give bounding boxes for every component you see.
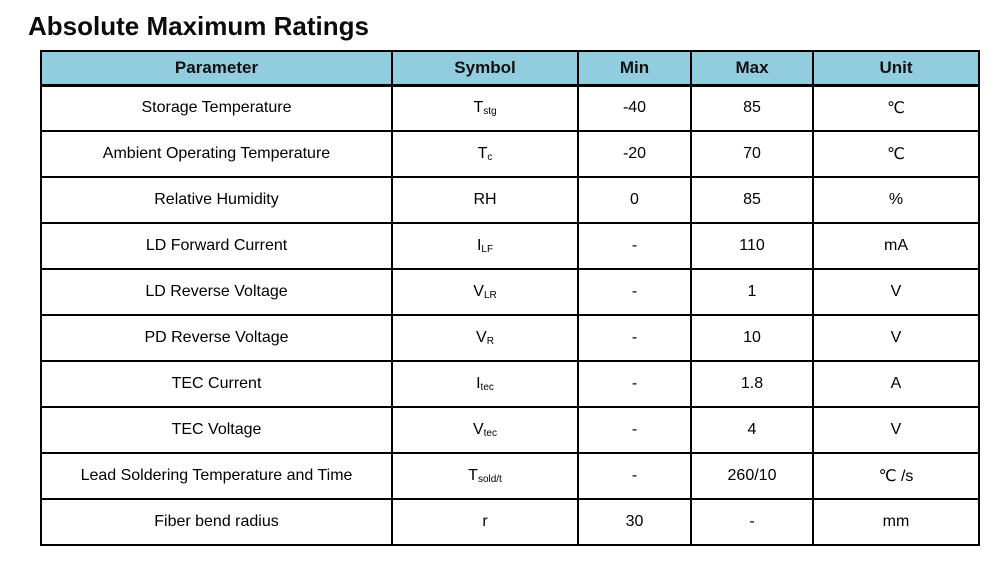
table-row: TEC Current Itec - 1.8 A bbox=[40, 360, 980, 408]
symbol-subscript: stg bbox=[483, 106, 497, 118]
cell-max: 70 bbox=[690, 130, 814, 178]
symbol-base: T bbox=[473, 99, 484, 117]
symbol-base: V bbox=[473, 282, 484, 300]
column-header-unit: Unit bbox=[812, 50, 980, 87]
column-header-symbol: Symbol bbox=[391, 50, 579, 87]
cell-max: 10 bbox=[690, 314, 814, 362]
cell-parameter: LD Forward Current bbox=[40, 222, 393, 270]
absolute-maximum-ratings-table: Parameter Symbol Min Max Unit Storage Te… bbox=[40, 50, 980, 546]
cell-unit: V bbox=[812, 268, 980, 316]
table-row: Fiber bend radius r 30 - mm bbox=[40, 498, 980, 546]
symbol-base: V bbox=[472, 420, 484, 438]
cell-symbol: Tstg bbox=[391, 84, 579, 132]
cell-parameter: Ambient Operating Temperature bbox=[40, 130, 393, 178]
cell-min: - bbox=[577, 406, 692, 454]
cell-symbol: Itec bbox=[391, 360, 579, 408]
table-row: Lead Soldering Temperature and Time Tsol… bbox=[40, 452, 980, 500]
cell-unit: ℃ /s bbox=[812, 452, 980, 500]
column-header-parameter: Parameter bbox=[40, 50, 393, 87]
column-header-min: Min bbox=[577, 50, 692, 87]
cell-symbol: RH bbox=[391, 176, 579, 224]
cell-max: 260/10 bbox=[690, 452, 814, 500]
page-title: Absolute Maximum Ratings bbox=[28, 11, 369, 41]
cell-unit: mm bbox=[812, 498, 980, 546]
cell-symbol: r bbox=[391, 498, 579, 546]
table-row: LD Reverse Voltage VLR - 1 V bbox=[40, 268, 980, 316]
cell-unit: A bbox=[812, 360, 980, 408]
symbol-base: I bbox=[476, 374, 481, 392]
cell-symbol: Tc bbox=[391, 130, 579, 178]
symbol-subscript: c bbox=[487, 152, 493, 164]
table-row: Ambient Operating Temperature Tc -20 70 … bbox=[40, 130, 980, 178]
symbol-base: RH bbox=[473, 190, 497, 208]
cell-max: 1 bbox=[690, 268, 814, 316]
cell-min: 0 bbox=[577, 176, 692, 224]
cell-min: - bbox=[577, 314, 692, 362]
cell-unit: ℃ bbox=[812, 130, 980, 178]
table-row: Relative Humidity RH 0 85 % bbox=[40, 176, 980, 224]
cell-parameter: PD Reverse Voltage bbox=[40, 314, 393, 362]
cell-parameter: LD Reverse Voltage bbox=[40, 268, 393, 316]
cell-parameter: Fiber bend radius bbox=[40, 498, 393, 546]
table-row: Storage Temperature Tstg -40 85 ℃ bbox=[40, 84, 980, 132]
cell-parameter: Relative Humidity bbox=[40, 176, 393, 224]
cell-unit: V bbox=[812, 406, 980, 454]
column-header-max: Max bbox=[690, 50, 814, 87]
table-row: LD Forward Current ILF - 110 mA bbox=[40, 222, 980, 270]
cell-min: -40 bbox=[577, 84, 692, 132]
cell-unit: mA bbox=[812, 222, 980, 270]
symbol-subscript: tec bbox=[483, 428, 497, 440]
cell-max: 1.8 bbox=[690, 360, 814, 408]
cell-min: - bbox=[577, 452, 692, 500]
symbol-base: V bbox=[476, 328, 487, 346]
cell-unit: ℃ bbox=[812, 84, 980, 132]
cell-unit: V bbox=[812, 314, 980, 362]
cell-parameter: TEC Current bbox=[40, 360, 393, 408]
cell-unit: % bbox=[812, 176, 980, 224]
cell-min: -20 bbox=[577, 130, 692, 178]
cell-symbol: Tsold/t bbox=[391, 452, 579, 500]
cell-parameter: Storage Temperature bbox=[40, 84, 393, 132]
symbol-subscript: sold/t bbox=[477, 474, 502, 486]
symbol-subscript: LR bbox=[483, 290, 497, 302]
symbol-base: T bbox=[468, 466, 478, 484]
symbol-subscript: R bbox=[486, 336, 494, 348]
cell-min: - bbox=[577, 268, 692, 316]
cell-symbol: ILF bbox=[391, 222, 579, 270]
cell-max: 85 bbox=[690, 84, 814, 132]
cell-symbol: VR bbox=[391, 314, 579, 362]
symbol-subscript: LF bbox=[481, 244, 494, 256]
symbol-base: r bbox=[482, 512, 488, 530]
cell-symbol: Vtec bbox=[391, 406, 579, 454]
cell-max: - bbox=[690, 498, 814, 546]
table-header-row: Parameter Symbol Min Max Unit bbox=[40, 50, 980, 87]
cell-min: - bbox=[577, 222, 692, 270]
cell-symbol: VLR bbox=[391, 268, 579, 316]
table-row: PD Reverse Voltage VR - 10 V bbox=[40, 314, 980, 362]
cell-min: - bbox=[577, 360, 692, 408]
table-row: TEC Voltage Vtec - 4 V bbox=[40, 406, 980, 454]
symbol-base: T bbox=[477, 144, 488, 162]
cell-min: 30 bbox=[577, 498, 692, 546]
cell-parameter: TEC Voltage bbox=[40, 406, 393, 454]
symbol-base: I bbox=[476, 236, 482, 254]
cell-max: 4 bbox=[690, 406, 814, 454]
symbol-subscript: tec bbox=[480, 382, 494, 394]
cell-max: 85 bbox=[690, 176, 814, 224]
cell-max: 110 bbox=[690, 222, 814, 270]
cell-parameter: Lead Soldering Temperature and Time bbox=[40, 452, 393, 500]
